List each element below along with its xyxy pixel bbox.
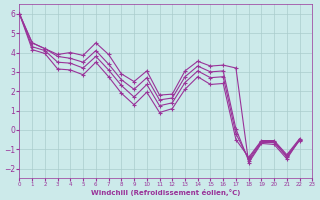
X-axis label: Windchill (Refroidissement éolien,°C): Windchill (Refroidissement éolien,°C) — [91, 189, 241, 196]
